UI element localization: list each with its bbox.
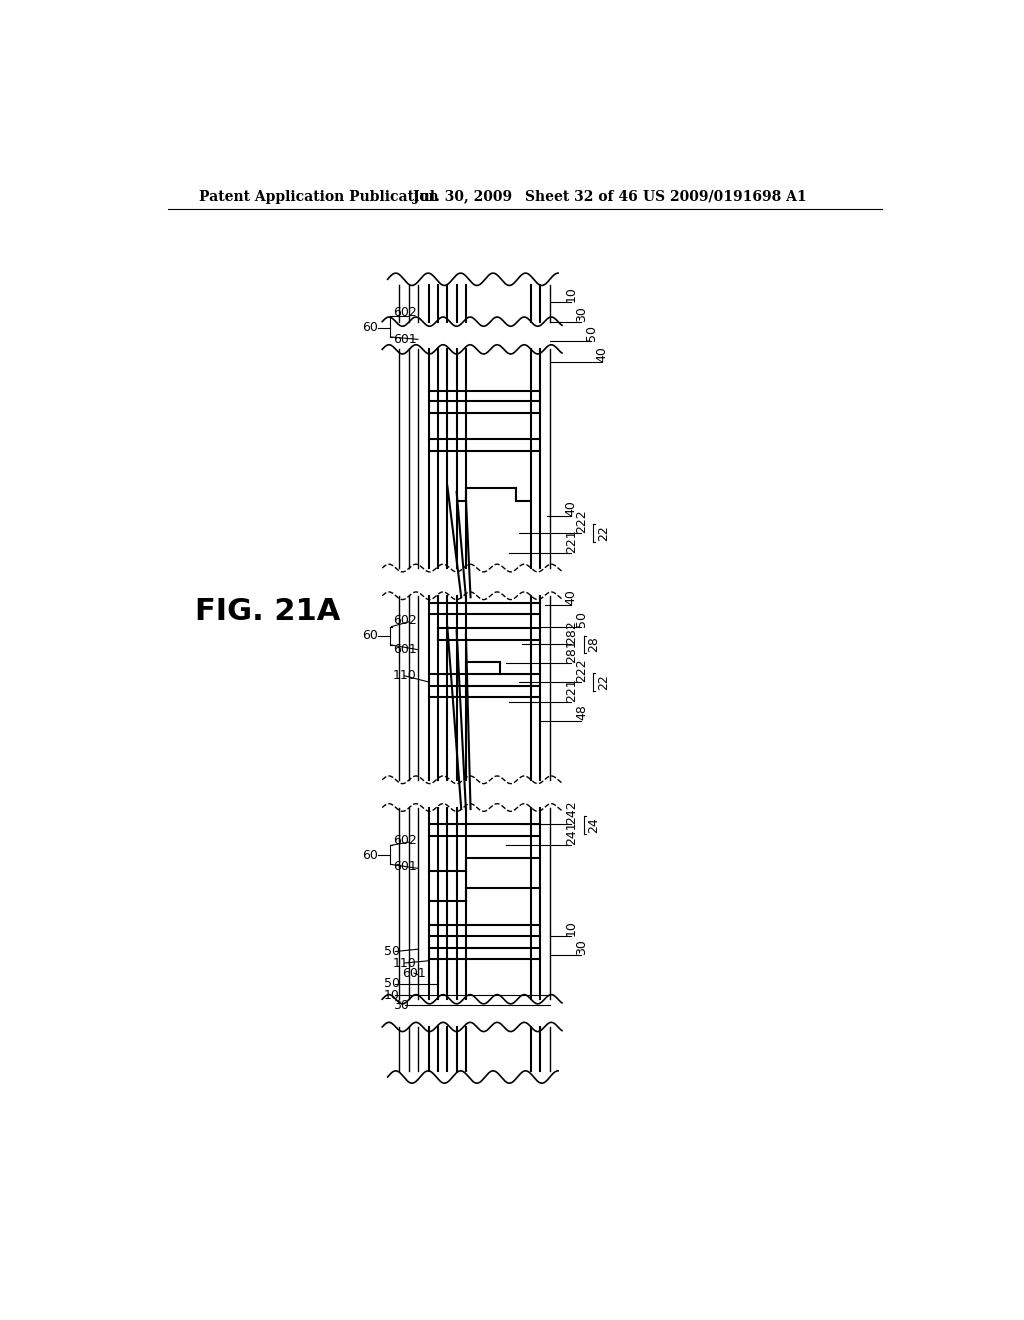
Text: 24: 24 xyxy=(588,817,600,833)
Text: 601: 601 xyxy=(393,861,417,874)
Text: 241: 241 xyxy=(565,821,578,845)
Text: Jul. 30, 2009: Jul. 30, 2009 xyxy=(414,190,512,203)
Text: 602: 602 xyxy=(393,306,417,319)
Text: 601: 601 xyxy=(393,333,417,346)
Text: 601: 601 xyxy=(393,643,417,656)
Text: 50: 50 xyxy=(384,945,399,958)
Text: 222: 222 xyxy=(574,659,588,682)
Text: 10: 10 xyxy=(384,989,399,1002)
Text: 60: 60 xyxy=(361,321,378,334)
Text: 40: 40 xyxy=(565,500,578,516)
Text: 281: 281 xyxy=(565,639,578,663)
Text: 10: 10 xyxy=(565,286,578,302)
Text: 28: 28 xyxy=(588,636,600,652)
Text: 222: 222 xyxy=(574,510,588,533)
Text: FIG. 21A: FIG. 21A xyxy=(196,597,341,626)
Text: 30: 30 xyxy=(574,940,588,956)
Text: 22: 22 xyxy=(597,525,610,541)
Text: 10: 10 xyxy=(565,920,578,936)
Text: 40: 40 xyxy=(595,347,608,363)
Text: 221: 221 xyxy=(565,678,578,702)
Text: 50: 50 xyxy=(585,325,598,341)
Text: 22: 22 xyxy=(597,675,610,690)
Text: Sheet 32 of 46: Sheet 32 of 46 xyxy=(524,190,638,203)
Text: 60: 60 xyxy=(361,849,378,862)
Text: 601: 601 xyxy=(402,966,426,979)
Text: Patent Application Publication: Patent Application Publication xyxy=(200,190,439,203)
Text: 602: 602 xyxy=(393,834,417,847)
Text: 242: 242 xyxy=(565,801,578,825)
Text: 30: 30 xyxy=(574,306,588,322)
Text: 48: 48 xyxy=(574,705,588,721)
Text: 221: 221 xyxy=(565,529,578,553)
Text: 40: 40 xyxy=(565,589,578,605)
Text: 282: 282 xyxy=(565,620,578,644)
Text: 60: 60 xyxy=(361,630,378,643)
Text: 30: 30 xyxy=(393,999,409,1012)
Text: 110: 110 xyxy=(393,957,417,970)
Text: 110: 110 xyxy=(393,669,417,682)
Text: 50: 50 xyxy=(384,977,399,990)
Text: 602: 602 xyxy=(393,614,417,627)
Text: 50: 50 xyxy=(574,611,588,627)
Text: US 2009/0191698 A1: US 2009/0191698 A1 xyxy=(643,190,807,203)
